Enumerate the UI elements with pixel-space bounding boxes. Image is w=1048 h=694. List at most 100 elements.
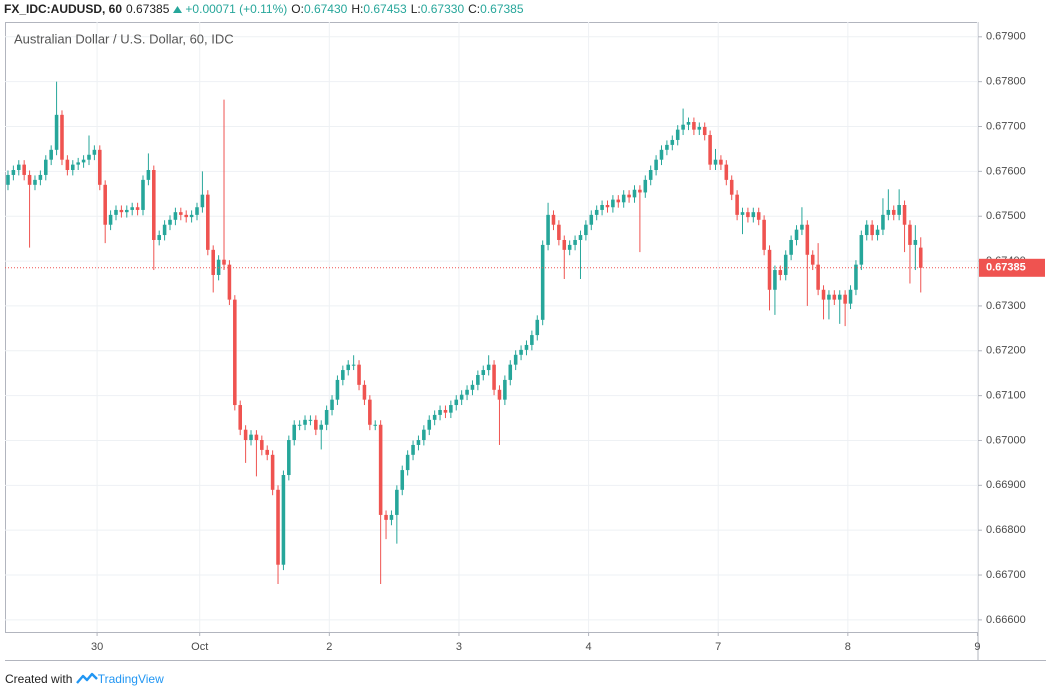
candle-body [114,209,118,215]
candle-body [49,149,53,160]
candle-body [33,179,37,185]
candle-body [119,209,124,213]
candle-body [908,224,912,245]
candle-body [443,409,448,413]
candle-body [297,424,302,426]
footer: Created with TradingView [5,672,164,686]
y-tick-label: 0.67500 [986,210,1026,222]
candle-body [756,212,761,220]
candle-body [243,429,248,441]
candle-body [54,114,59,150]
candle-body [292,424,297,441]
candle-body [913,239,918,245]
x-tick-label: 7 [715,641,721,653]
candle-body [287,440,291,476]
candle-body [513,354,518,365]
candle-body [270,454,275,490]
candle-body [762,219,766,250]
candle-body [897,205,901,215]
candle-body [384,514,388,520]
candle-body [675,129,680,140]
y-tick-label: 0.67100 [986,390,1026,402]
candle-body [276,489,280,565]
candle-body [162,224,167,236]
candle-body [778,270,783,275]
candle-body [686,122,691,125]
y-tick-label: 0.67700 [986,120,1026,132]
candle-body [65,159,70,171]
candle-body [821,289,826,300]
candle-body [837,294,842,300]
symbol: FX_IDC:AUDUSD, 60 [4,2,123,16]
candle-body [875,229,880,236]
candle-body [605,205,610,208]
candle-body [346,364,351,371]
candle-body [783,254,788,275]
candle-body [886,209,891,215]
candle-body [638,189,642,193]
candle-body [918,247,923,268]
candle-body [864,224,869,236]
candle-body [562,239,567,250]
candle-body [168,219,172,225]
candle-body [76,162,80,165]
candle-body [902,205,907,225]
candle-body [530,335,534,345]
candle-body [681,124,685,130]
candle-body [227,264,232,300]
y-tick-label: 0.66600 [986,614,1026,626]
candle-body [508,364,513,380]
candle-body [416,440,421,445]
candle-body [233,299,237,406]
candle-body [470,384,475,390]
candle-body [465,389,469,395]
candle-body [740,212,745,215]
candle-body [481,370,486,375]
candle-body [43,159,48,175]
candle-body [330,399,334,410]
candle-body [351,364,356,366]
plot-frame [5,22,978,633]
candle-body [195,207,199,215]
ohlc-value: 0.67385 [480,2,524,16]
x-tick-label: Oct [191,641,208,653]
x-tick-label: 30 [91,641,103,653]
candle-body [870,224,874,236]
y-tick-label: 0.67000 [986,434,1026,446]
candle-body [540,244,545,320]
x-tick-label: 2 [326,641,332,653]
legend-header: FX_IDC:AUDUSD, 60 0.67385 +0.00071 (+0.11%… [4,2,532,16]
candle-body [249,434,253,441]
candle-body [827,294,831,300]
candle-body [71,164,75,171]
candle-body [492,364,496,390]
candle-body [659,149,664,160]
y-tick-label: 0.67200 [986,345,1026,357]
candle-body [616,199,621,203]
candle-body [670,139,675,145]
candle-body [578,235,583,240]
candle-body [767,249,772,290]
candle-body [665,144,669,150]
candle-body [38,174,43,180]
candle-body [319,424,324,430]
grid [5,22,978,632]
candle-body [567,244,572,250]
candle-body [324,409,329,425]
ohlc-label: L: [410,2,421,16]
candle-body [648,170,653,180]
candle-body [141,179,145,210]
candle-body [405,454,410,471]
y-tick-label: 0.66700 [986,569,1026,581]
candle-body [524,344,529,350]
candle-body [751,212,756,218]
last-price: 0.67385 [126,2,170,16]
candle-body [314,419,318,430]
up-arrow [173,6,183,13]
candle-body [357,364,361,385]
candle-body [81,159,86,163]
candle-body [60,114,64,160]
candle-body [854,264,858,290]
candle-body [589,214,594,225]
